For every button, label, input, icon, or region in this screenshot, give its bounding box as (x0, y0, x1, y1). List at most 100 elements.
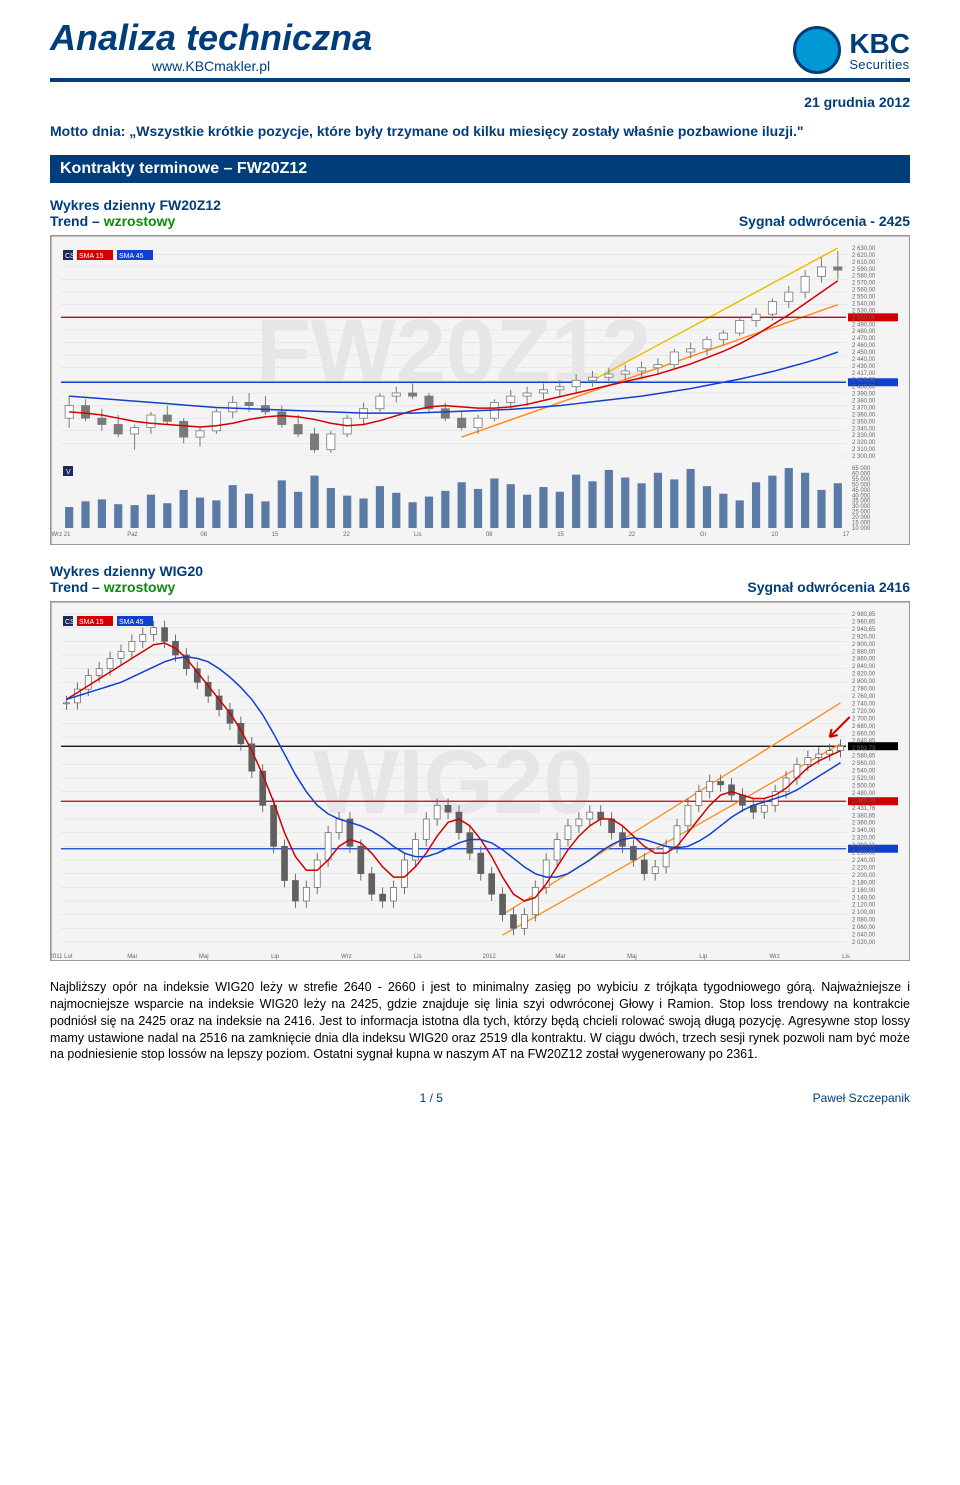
svg-text:2 660,00: 2 660,00 (852, 731, 876, 737)
page-footer: 1 / 5 Paweł Szczepanik (50, 1091, 910, 1105)
svg-text:2 310,00: 2 310,00 (852, 447, 876, 453)
svg-text:2 300,00: 2 300,00 (852, 454, 876, 460)
svg-text:2 960,85: 2 960,85 (852, 619, 876, 625)
svg-text:10: 10 (771, 532, 778, 538)
svg-text:2 440,00: 2 440,00 (852, 357, 876, 363)
svg-text:17: 17 (843, 532, 850, 538)
svg-text:2 390,00: 2 390,00 (852, 391, 876, 397)
chart2-block: Wykres dzienny WIG20 Trend – wzrostowy S… (50, 563, 910, 961)
svg-text:2 360,00: 2 360,00 (852, 412, 876, 418)
svg-text:2 320,00: 2 320,00 (852, 440, 876, 446)
svg-text:2 380,00: 2 380,00 (852, 398, 876, 404)
svg-text:Maj: Maj (199, 954, 209, 960)
svg-text:2 540,00: 2 540,00 (852, 768, 876, 774)
logo-sub: Securities (849, 58, 910, 71)
svg-text:2 350,00: 2 350,00 (852, 419, 876, 425)
svg-text:2 500,00: 2 500,00 (852, 783, 876, 789)
doc-url: www.KBCmakler.pl (50, 58, 372, 74)
chart1-titles: Wykres dzienny FW20Z12 Trend – wzrostowy (50, 197, 221, 229)
svg-text:2 417,00: 2 417,00 (852, 371, 876, 377)
svg-text:2 200,00: 2 200,00 (852, 873, 876, 879)
svg-text:15: 15 (272, 532, 279, 538)
chart1-trend-value: wzrostowy (104, 213, 176, 229)
chart2-canvas: WIG20CSSMA 15SMA 452 980,852 960,852 940… (50, 601, 910, 961)
svg-text:2 620,00: 2 620,00 (852, 253, 876, 259)
svg-text:2 040,00: 2 040,00 (852, 932, 876, 938)
svg-text:2 940,65: 2 940,65 (852, 627, 876, 633)
chart2-title: Wykres dzienny WIG20 (50, 563, 203, 579)
svg-text:Mar: Mar (127, 954, 137, 960)
svg-text:2 370,00: 2 370,00 (852, 405, 876, 411)
chart2-titles: Wykres dzienny WIG20 Trend – wzrostowy (50, 563, 203, 595)
chart2-trend-value: wzrostowy (104, 579, 176, 595)
svg-text:2011 Lut: 2011 Lut (50, 954, 73, 960)
svg-text:2 120,00: 2 120,00 (852, 903, 876, 909)
header-left: Analiza techniczna www.KBCmakler.pl (50, 20, 372, 74)
svg-text:2 640,85: 2 640,85 (852, 739, 876, 745)
svg-text:2 380,85: 2 380,85 (852, 813, 876, 819)
page-header: Analiza techniczna www.KBCmakler.pl KBC … (50, 20, 910, 82)
svg-text:2 740,00: 2 740,00 (852, 701, 876, 707)
chart1-trend-label: Trend – (50, 213, 104, 229)
svg-text:Lis: Lis (414, 954, 422, 960)
svg-text:2 430,00: 2 430,00 (852, 364, 876, 370)
chart1-block: Wykres dzienny FW20Z12 Trend – wzrostowy… (50, 197, 910, 545)
svg-text:2 700,00: 2 700,00 (852, 716, 876, 722)
svg-text:2 593,73: 2 593,73 (852, 746, 876, 752)
svg-text:2 720,00: 2 720,00 (852, 709, 876, 715)
doc-title: Analiza techniczna (50, 20, 372, 56)
svg-text:2 460,00: 2 460,00 (852, 343, 876, 349)
kbc-logo-icon (793, 26, 841, 74)
svg-text:2 550,00: 2 550,00 (852, 294, 876, 300)
svg-text:2 060,00: 2 060,00 (852, 925, 876, 931)
svg-text:2 470,00: 2 470,00 (852, 336, 876, 342)
svg-text:2 480,00: 2 480,00 (852, 329, 876, 335)
svg-text:Maj: Maj (627, 954, 637, 960)
svg-text:2 020,00: 2 020,00 (852, 940, 876, 946)
logo-brand: KBC (849, 30, 910, 58)
svg-text:22: 22 (343, 532, 350, 538)
analysis-paragraph: Najbliższy opór na indeksie WIG20 leży w… (50, 979, 910, 1063)
svg-text:Mar: Mar (555, 954, 565, 960)
footer-author: Paweł Szczepanik (813, 1091, 910, 1105)
svg-text:2 580,00: 2 580,00 (852, 274, 876, 280)
svg-text:08: 08 (486, 532, 493, 538)
svg-text:V: V (66, 469, 71, 476)
svg-text:2 680,00: 2 680,00 (852, 724, 876, 730)
svg-text:2 860,00: 2 860,00 (852, 657, 876, 663)
kbc-logo-text: KBC Securities (849, 30, 910, 71)
svg-text:2 220,00: 2 220,00 (852, 865, 876, 871)
svg-text:22: 22 (629, 532, 636, 538)
svg-text:2 520,00: 2 520,00 (852, 776, 876, 782)
svg-text:15: 15 (557, 532, 564, 538)
svg-text:2012: 2012 (483, 954, 497, 960)
svg-text:2 920,00: 2 920,00 (852, 634, 876, 640)
svg-text:2 880,00: 2 880,00 (852, 649, 876, 655)
svg-text:08: 08 (200, 532, 207, 538)
chart1-canvas: FW20Z12CSSMA 15SMA 45V2 630,002 620,002 … (50, 235, 910, 545)
svg-text:2 160,00: 2 160,00 (852, 888, 876, 894)
chart2-header: Wykres dzienny WIG20 Trend – wzrostowy S… (50, 563, 910, 595)
svg-text:2 330,00: 2 330,00 (852, 433, 876, 439)
svg-text:Lip: Lip (699, 954, 708, 960)
chart1-title: Wykres dzienny FW20Z12 (50, 197, 221, 213)
svg-text:2 080,00: 2 080,00 (852, 918, 876, 924)
chart2-trend-label: Trend – (50, 579, 104, 595)
svg-text:2 450,00: 2 450,00 (852, 350, 876, 356)
svg-text:2 800,00: 2 800,00 (852, 679, 876, 685)
svg-text:2 431,76: 2 431,76 (852, 806, 876, 812)
svg-text:Wrz: Wrz (769, 954, 780, 960)
report-date: 21 grudnia 2012 (50, 94, 910, 110)
svg-text:2 293,11: 2 293,11 (852, 843, 876, 849)
svg-text:2 760,00: 2 760,00 (852, 694, 876, 700)
svg-text:2 580,85: 2 580,85 (852, 754, 876, 760)
svg-text:2 460,00: 2 460,00 (852, 798, 876, 804)
svg-text:2 780,00: 2 780,00 (852, 686, 876, 692)
svg-text:Wrz 21: Wrz 21 (52, 532, 72, 538)
svg-text:Paź: Paź (127, 532, 137, 538)
svg-text:SMA 15: SMA 15 (79, 619, 104, 626)
svg-text:2 400,00: 2 400,00 (852, 385, 876, 391)
svg-text:SMA 45: SMA 45 (119, 619, 144, 626)
svg-text:CS: CS (65, 253, 75, 260)
svg-text:Wrz: Wrz (341, 954, 352, 960)
